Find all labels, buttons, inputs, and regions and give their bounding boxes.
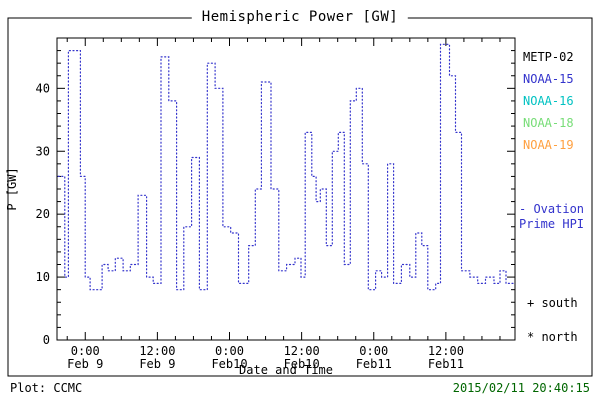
svg-text:Feb10: Feb10 <box>211 357 247 371</box>
svg-text:12:00: 12:00 <box>284 344 320 358</box>
svg-text:Feb11: Feb11 <box>356 357 392 371</box>
svg-text:Feb 9: Feb 9 <box>67 357 103 371</box>
legend-ovation-line1: - Ovation <box>519 202 585 216</box>
svg-text:0:00: 0:00 <box>71 344 100 358</box>
legend-item-noaa18: NOAA-18 <box>523 116 574 130</box>
chart-title: Hemispheric Power [GW] <box>191 9 409 25</box>
legend-item-noaa16: NOAA-16 <box>523 94 574 108</box>
x-axis-label: Date and Time <box>239 363 333 377</box>
svg-text:40: 40 <box>36 81 50 95</box>
svg-text:Feb 9: Feb 9 <box>139 357 175 371</box>
svg-text:0:00: 0:00 <box>359 344 388 358</box>
svg-text:Feb11: Feb11 <box>428 357 464 371</box>
outer-frame <box>7 17 593 377</box>
svg-text:0:00: 0:00 <box>215 344 244 358</box>
legend-item-noaa15: NOAA-15 <box>523 72 574 86</box>
svg-text:30: 30 <box>36 144 50 158</box>
legend-item-metp02: METP-02 <box>523 50 574 64</box>
svg-text:12:00: 12:00 <box>428 344 464 358</box>
y-axis-label: P [GW] <box>5 167 19 210</box>
legend-north-marker: * north <box>527 330 578 344</box>
legend-ovation-prime: - Ovation Prime HPI <box>519 202 584 232</box>
svg-text:12:00: 12:00 <box>139 344 175 358</box>
svg-text:0: 0 <box>43 333 50 347</box>
plot-box <box>56 37 516 341</box>
axis-ticks <box>57 37 515 341</box>
hpi-step-line <box>57 43 516 291</box>
svg-text:Feb10: Feb10 <box>284 357 320 371</box>
legend-item-noaa19: NOAA-19 <box>523 138 574 152</box>
svg-text:10: 10 <box>36 270 50 284</box>
legend-south-marker: + south <box>527 296 578 310</box>
plot-timestamp: 2015/02/11 20:40:15 <box>452 381 590 395</box>
svg-text:20: 20 <box>36 207 50 221</box>
legend-ovation-line2: Prime HPI <box>519 217 585 231</box>
legend-satellites: METP-02 NOAA-15 NOAA-16 NOAA-18 NOAA-19 <box>523 46 574 156</box>
plot-source-label: Plot: CCMC <box>10 381 83 395</box>
